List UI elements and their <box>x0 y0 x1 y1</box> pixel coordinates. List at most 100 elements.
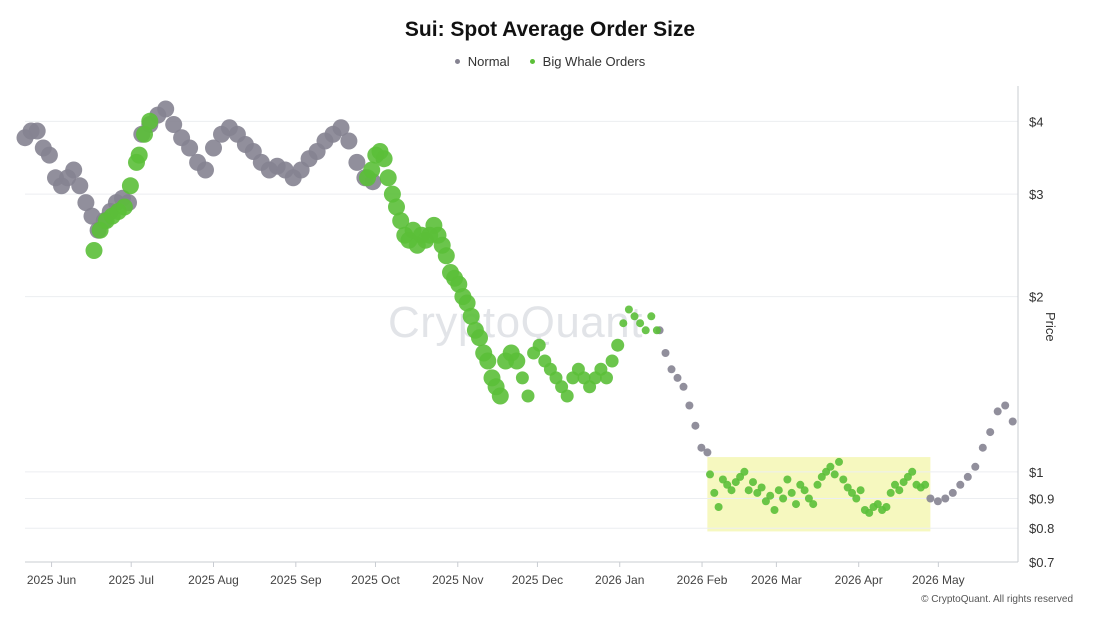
data-point-big-whale-orders[interactable] <box>363 161 381 179</box>
data-point-normal[interactable] <box>691 421 700 430</box>
data-point-normal[interactable] <box>71 177 89 195</box>
data-point-big-whale-orders[interactable] <box>766 491 775 500</box>
data-point-big-whale-orders[interactable] <box>839 475 848 484</box>
legend-item-big-whale-orders[interactable]: Big Whale Orders <box>529 54 645 69</box>
data-point-big-whale-orders[interactable] <box>865 508 874 517</box>
data-point-big-whale-orders[interactable] <box>652 326 661 335</box>
data-point-big-whale-orders[interactable] <box>895 486 904 495</box>
data-point-normal[interactable] <box>165 116 183 133</box>
data-point-normal[interactable] <box>948 488 957 497</box>
data-point-big-whale-orders[interactable] <box>560 389 574 403</box>
data-point-big-whale-orders[interactable] <box>761 497 770 506</box>
data-point-normal[interactable] <box>340 132 358 150</box>
data-point-big-whale-orders[interactable] <box>779 494 788 503</box>
data-point-big-whale-orders[interactable] <box>630 312 639 321</box>
data-point-big-whale-orders[interactable] <box>636 319 645 328</box>
data-point-big-whale-orders[interactable] <box>830 470 839 479</box>
data-point-big-whale-orders[interactable] <box>491 387 509 405</box>
data-point-normal[interactable] <box>993 407 1002 416</box>
data-point-big-whale-orders[interactable] <box>521 389 535 403</box>
data-point-big-whale-orders[interactable] <box>471 329 488 347</box>
data-point-big-whale-orders[interactable] <box>886 488 895 497</box>
data-point-normal[interactable] <box>673 373 682 382</box>
data-point-big-whale-orders[interactable] <box>714 503 723 511</box>
data-point-big-whale-orders[interactable] <box>383 185 401 203</box>
data-point-big-whale-orders[interactable] <box>605 354 619 368</box>
legend-item-normal[interactable]: Normal <box>454 54 510 69</box>
data-point-big-whale-orders[interactable] <box>804 494 813 503</box>
data-point-big-whale-orders[interactable] <box>813 480 822 489</box>
data-point-normal[interactable] <box>28 122 46 140</box>
data-point-big-whale-orders[interactable] <box>624 305 633 314</box>
data-point-normal[interactable] <box>65 161 83 179</box>
data-point-normal[interactable] <box>157 100 175 118</box>
data-point-big-whale-orders[interactable] <box>826 462 835 471</box>
data-point-big-whale-orders[interactable] <box>458 294 476 312</box>
data-point-normal[interactable] <box>348 153 366 171</box>
data-point-normal[interactable] <box>661 349 670 357</box>
data-point-big-whale-orders[interactable] <box>479 352 497 370</box>
data-point-big-whale-orders[interactable] <box>462 307 480 325</box>
data-point-big-whale-orders[interactable] <box>774 486 783 495</box>
data-point-big-whale-orders[interactable] <box>508 352 526 370</box>
data-point-big-whale-orders[interactable] <box>136 125 153 143</box>
data-point-big-whale-orders[interactable] <box>379 169 397 187</box>
data-point-big-whale-orders[interactable] <box>908 467 917 476</box>
data-point-normal[interactable] <box>1001 401 1010 410</box>
data-point-big-whale-orders[interactable] <box>647 312 656 321</box>
data-point-big-whale-orders[interactable] <box>723 480 732 489</box>
data-point-big-whale-orders[interactable] <box>856 486 865 495</box>
data-point-normal[interactable] <box>697 443 706 452</box>
data-point-big-whale-orders[interactable] <box>770 506 779 514</box>
data-point-big-whale-orders[interactable] <box>787 488 796 497</box>
data-point-big-whale-orders[interactable] <box>706 470 714 479</box>
data-point-big-whale-orders[interactable] <box>375 150 393 168</box>
data-point-big-whale-orders[interactable] <box>783 475 792 484</box>
data-point-big-whale-orders[interactable] <box>85 242 103 259</box>
data-point-big-whale-orders[interactable] <box>115 198 133 216</box>
data-point-big-whale-orders[interactable] <box>740 467 749 476</box>
data-point-normal[interactable] <box>679 382 688 391</box>
data-point-normal[interactable] <box>667 365 676 374</box>
data-point-big-whale-orders[interactable] <box>852 494 861 503</box>
data-point-big-whale-orders[interactable] <box>437 247 455 265</box>
data-point-big-whale-orders[interactable] <box>619 319 628 328</box>
data-point-big-whale-orders[interactable] <box>843 483 852 492</box>
data-point-normal[interactable] <box>703 448 712 457</box>
data-point-normal[interactable] <box>40 146 58 164</box>
data-point-normal[interactable] <box>926 494 935 503</box>
data-point-normal[interactable] <box>685 401 694 410</box>
data-point-big-whale-orders[interactable] <box>744 486 753 495</box>
data-point-big-whale-orders[interactable] <box>792 500 800 509</box>
data-point-big-whale-orders[interactable] <box>882 503 891 511</box>
data-point-big-whale-orders[interactable] <box>121 177 139 195</box>
data-point-big-whale-orders[interactable] <box>921 480 930 489</box>
data-point-normal[interactable] <box>941 494 950 503</box>
data-point-big-whale-orders[interactable] <box>835 457 843 466</box>
data-point-big-whale-orders[interactable] <box>891 480 899 489</box>
data-point-normal[interactable] <box>978 443 987 452</box>
data-point-big-whale-orders[interactable] <box>718 475 727 484</box>
data-point-normal[interactable] <box>1008 417 1017 426</box>
data-point-normal[interactable] <box>181 139 199 157</box>
data-point-big-whale-orders[interactable] <box>130 146 148 164</box>
data-point-big-whale-orders[interactable] <box>757 483 766 492</box>
data-point-big-whale-orders[interactable] <box>809 500 818 509</box>
data-point-big-whale-orders[interactable] <box>749 478 757 487</box>
data-point-big-whale-orders[interactable] <box>392 212 410 230</box>
data-point-big-whale-orders[interactable] <box>611 338 625 352</box>
data-point-big-whale-orders[interactable] <box>796 480 805 489</box>
data-point-normal[interactable] <box>986 428 995 437</box>
data-point-normal[interactable] <box>205 139 222 157</box>
data-point-big-whale-orders[interactable] <box>388 198 405 216</box>
data-point-big-whale-orders[interactable] <box>753 488 762 497</box>
data-point-big-whale-orders[interactable] <box>515 371 529 385</box>
data-point-normal[interactable] <box>332 119 350 137</box>
data-point-big-whale-orders[interactable] <box>141 112 159 130</box>
data-point-big-whale-orders[interactable] <box>600 371 613 385</box>
data-point-big-whale-orders[interactable] <box>848 488 856 497</box>
data-point-big-whale-orders[interactable] <box>873 500 882 509</box>
data-point-big-whale-orders[interactable] <box>641 326 650 335</box>
data-point-normal[interactable] <box>971 462 980 471</box>
data-point-normal[interactable] <box>77 194 95 212</box>
